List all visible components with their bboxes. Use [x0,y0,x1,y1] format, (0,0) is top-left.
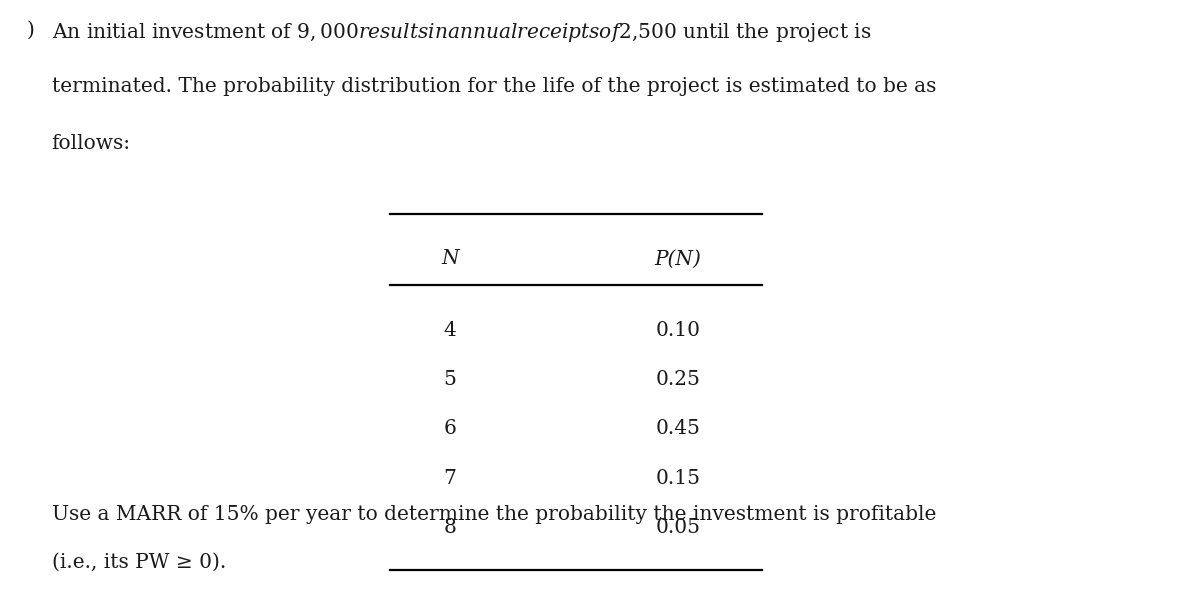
Text: 6: 6 [444,419,456,438]
Text: 0.10: 0.10 [655,321,701,340]
Text: 4: 4 [444,321,456,340]
Text: 0.25: 0.25 [655,370,701,389]
Text: An initial investment of $9,000 results in annual receipts of $2,500 until the p: An initial investment of $9,000 results … [52,21,871,44]
Text: N: N [442,249,458,268]
Text: 8: 8 [444,518,456,537]
Text: 7: 7 [444,469,456,488]
Text: 0.45: 0.45 [655,419,701,438]
Text: 0.05: 0.05 [655,518,701,537]
Text: P(N): P(N) [654,249,702,268]
Text: ): ) [26,21,35,40]
Text: (i.e., its PW ≥ 0).: (i.e., its PW ≥ 0). [52,552,226,571]
Text: follows:: follows: [52,134,131,153]
Text: 0.15: 0.15 [655,469,701,488]
Text: Use a MARR of 15% per year to determine the probability the investment is profit: Use a MARR of 15% per year to determine … [52,505,936,524]
Text: terminated. The probability distribution for the life of the project is estimate: terminated. The probability distribution… [52,77,936,96]
Text: 5: 5 [444,370,456,389]
